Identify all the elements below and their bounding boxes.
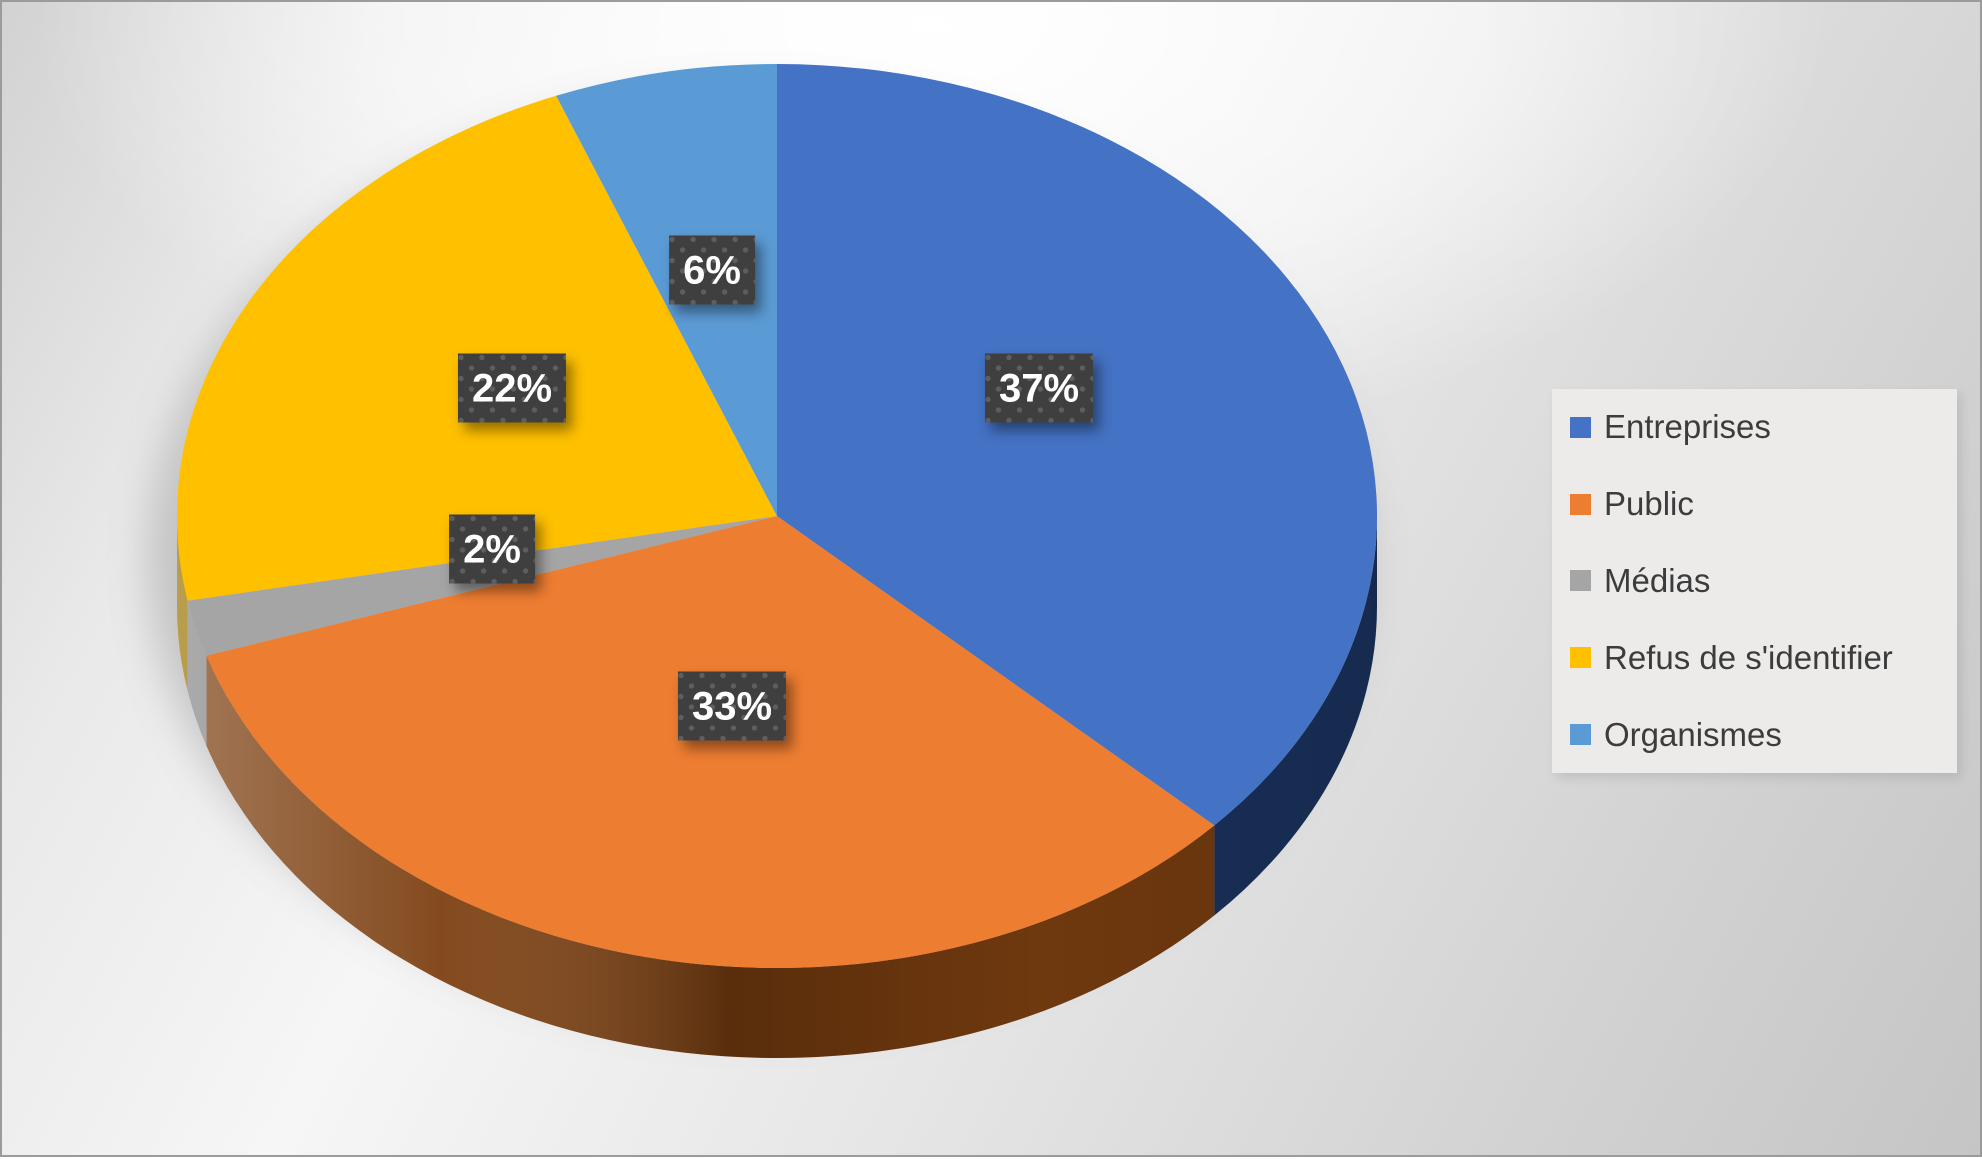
data-label-entreprises[interactable]: 37% xyxy=(985,354,1093,423)
legend-label-public: Public xyxy=(1604,485,1694,523)
legend-item-entreprises[interactable]: Entreprises xyxy=(1570,408,1957,446)
data-label-public[interactable]: 33% xyxy=(678,672,786,741)
legend-label-refus: Refus de s'identifier xyxy=(1604,638,1893,676)
pie-slice-entreprises[interactable] xyxy=(777,64,1378,826)
legend-swatch-organismes xyxy=(1570,724,1591,746)
legend-item-refus[interactable]: Refus de s'identifier xyxy=(1570,639,1957,677)
legend-item-medias[interactable]: Médias xyxy=(1570,562,1957,600)
pie-slice-refus-de-s-identifier[interactable] xyxy=(177,95,777,601)
legend-swatch-medias xyxy=(1570,570,1591,592)
pie-slice-public[interactable] xyxy=(206,516,1215,969)
legend[interactable]: Entreprises Public Médias Refus de s'ide… xyxy=(1552,389,1957,773)
pie-slice-organismes[interactable] xyxy=(556,64,777,516)
legend-swatch-public xyxy=(1570,493,1591,515)
legend-item-organismes[interactable]: Organismes xyxy=(1570,716,1957,754)
data-label-organismes[interactable]: 6% xyxy=(669,236,755,305)
legend-label-entreprises: Entreprises xyxy=(1604,408,1771,446)
legend-item-public[interactable]: Public xyxy=(1570,485,1957,523)
legend-label-medias: Médias xyxy=(1604,561,1711,599)
legend-swatch-refus xyxy=(1570,647,1591,669)
data-label-medias[interactable]: 2% xyxy=(449,515,535,584)
data-label-refus[interactable]: 22% xyxy=(458,354,566,423)
legend-label-organismes: Organismes xyxy=(1604,715,1782,753)
legend-swatch-entreprises xyxy=(1570,416,1591,438)
pie-slice-medias[interactable] xyxy=(187,516,777,656)
